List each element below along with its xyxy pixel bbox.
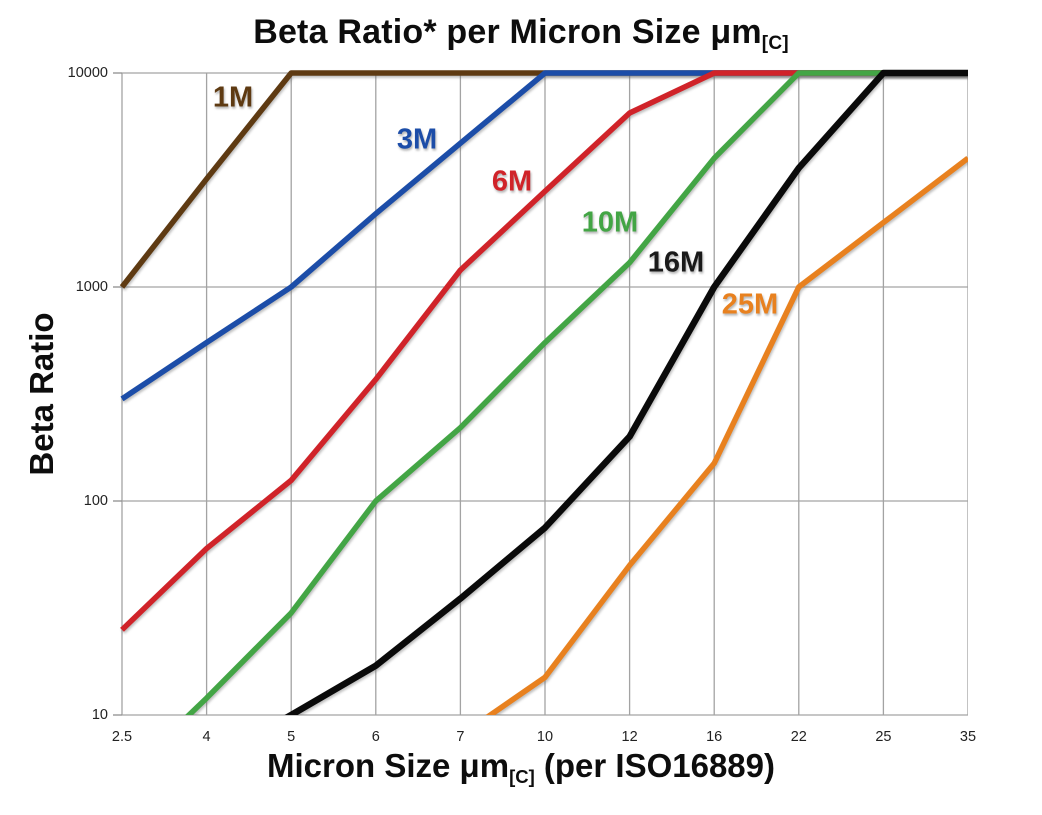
series-line-16m (284, 69, 968, 715)
y-axis-title: Beta Ratio (23, 312, 60, 476)
chart-title-text: Beta Ratio* per Micron Size μm (253, 13, 762, 51)
series-label-3m: 3M (396, 123, 438, 156)
series-label-6m: 6M (491, 165, 533, 198)
y-tick-label: 10000 (67, 65, 108, 81)
series-line-25m (485, 156, 968, 715)
chart-title-subscript: [C] (761, 33, 789, 55)
series-label-1m: 1M (212, 81, 254, 114)
x-tick-label: 12 (621, 729, 638, 745)
plot-area (113, 69, 968, 716)
y-tick-label: 10 (91, 707, 108, 723)
series-label-10m: 10M (581, 206, 639, 239)
series-label-16m: 16M (647, 246, 705, 279)
x-tick-label: 25 (875, 729, 892, 745)
x-axis-title-suffix: (per ISO16889) (534, 747, 775, 784)
x-tick-label: 22 (790, 729, 807, 745)
x-tick-label: 4 (202, 729, 211, 745)
x-tick-label: 16 (706, 729, 723, 745)
x-tick-label: 6 (371, 729, 380, 745)
y-tick-label: 1000 (75, 279, 108, 295)
chart-title: Beta Ratio* per Micron Size μm[C] (0, 13, 1042, 55)
series-lines (119, 69, 968, 715)
x-axis-title: Micron Size μm[C] (per ISO16889) (0, 747, 1042, 788)
x-tick-label: 2.5 (111, 729, 133, 745)
x-tick-label: 7 (456, 729, 465, 745)
series-line-10m (185, 70, 968, 715)
y-tick-label: 100 (83, 493, 108, 509)
grid-lines (113, 72, 968, 716)
x-tick-label: 35 (959, 729, 977, 745)
x-tick-label: 5 (287, 729, 296, 745)
series-label-25m: 25M (721, 288, 779, 321)
x-axis-title-subscript: [C] (509, 765, 535, 787)
x-tick-label: 10 (536, 729, 554, 745)
x-axis-title-text: Micron Size μm (267, 747, 510, 784)
